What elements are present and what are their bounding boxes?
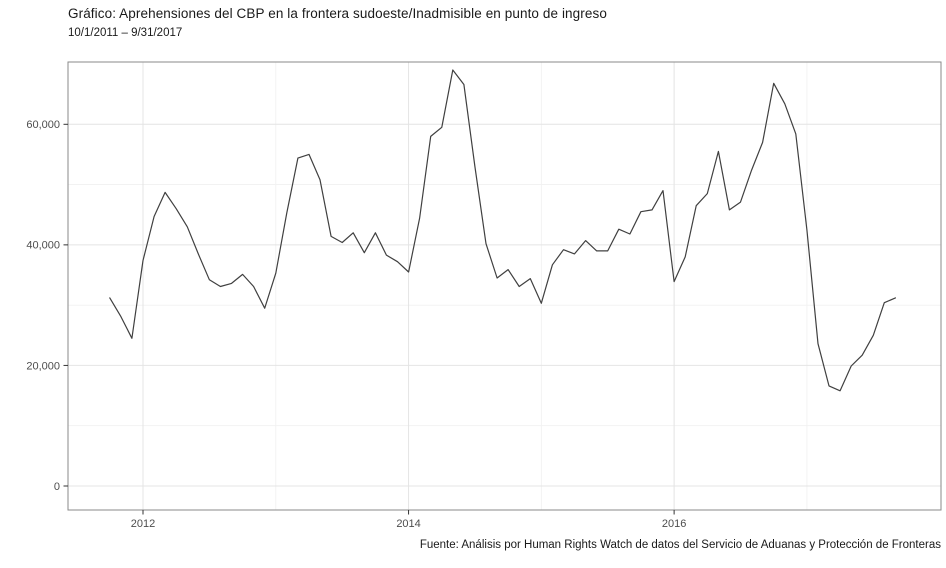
y-tick-label: 20,000 <box>26 360 60 372</box>
chart-subtitle: 10/1/2011 – 9/31/2017 <box>68 27 183 39</box>
chart-title: Gráfico: Aprehensiones del CBP en la fro… <box>68 6 607 21</box>
x-tick-label: 2014 <box>396 518 420 530</box>
y-tick-label: 40,000 <box>26 240 60 252</box>
panel-border <box>67 61 942 511</box>
x-tick-label: 2012 <box>131 518 155 530</box>
x-tick-label: 2016 <box>662 518 686 530</box>
data-line-series <box>109 69 897 392</box>
y-tick-label: 60,000 <box>26 119 60 131</box>
y-tick-label: 0 <box>54 481 60 493</box>
plot-panel <box>68 62 941 510</box>
source-caption: Fuente: Análisis por Human Rights Watch … <box>419 539 941 551</box>
